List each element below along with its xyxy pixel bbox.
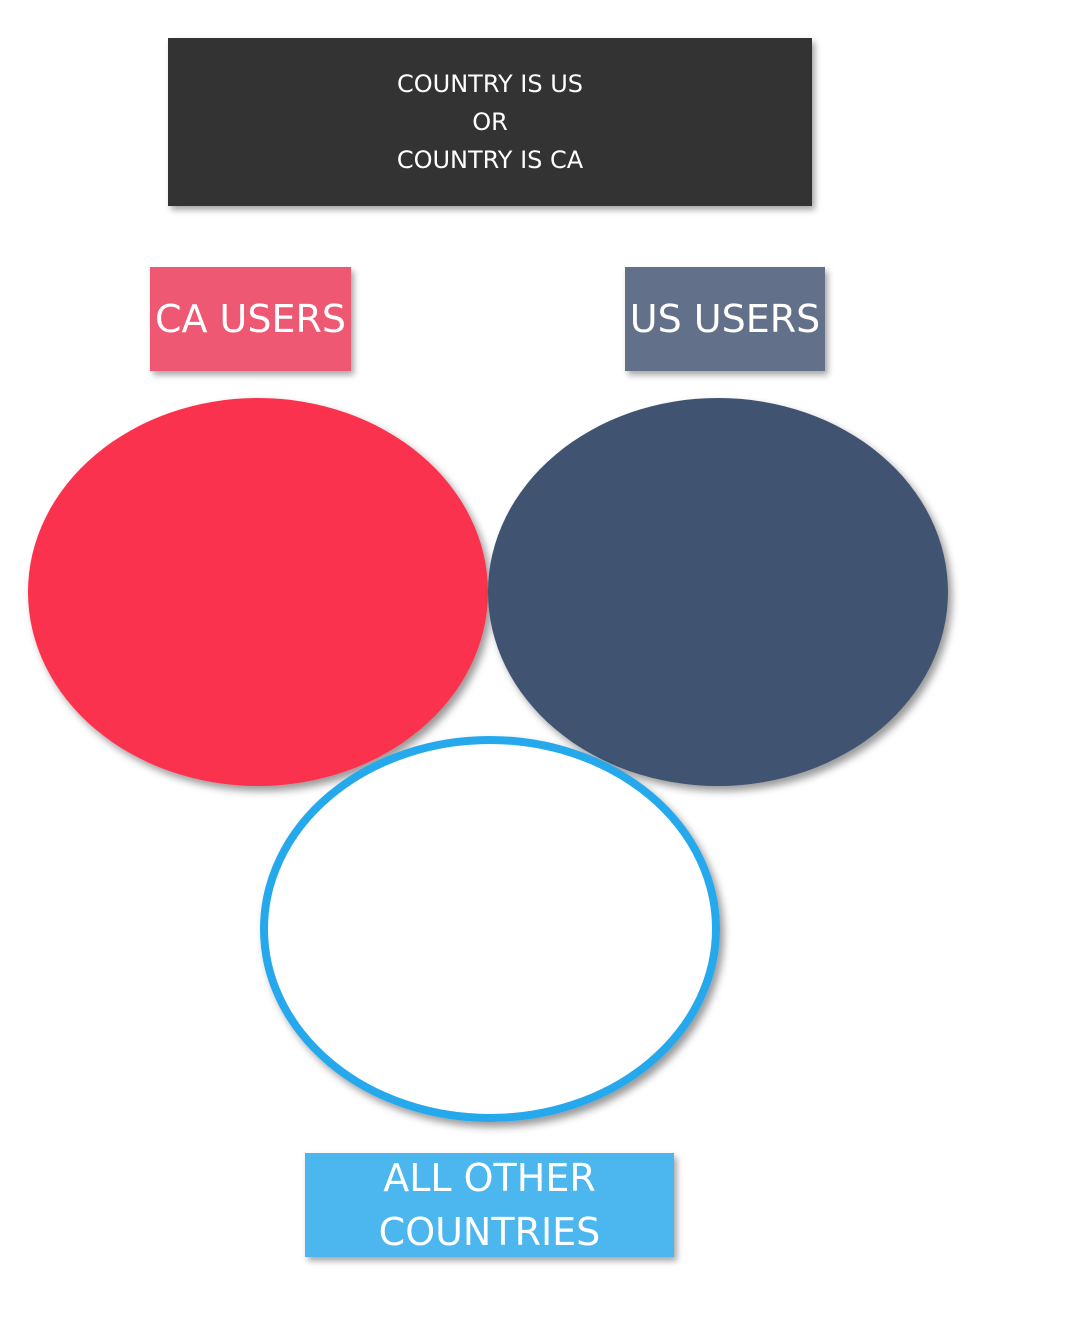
us-users-circle xyxy=(488,398,948,786)
all-other-countries-line-2: COUNTRIES xyxy=(378,1210,601,1254)
condition-line-3: COUNTRY IS CA xyxy=(396,146,584,174)
condition-line-1: COUNTRY IS US xyxy=(397,70,583,98)
all-other-countries-line-1: ALL OTHER xyxy=(383,1156,596,1200)
all-other-countries-circle xyxy=(260,736,720,1122)
ca-users-label: CA USERS xyxy=(150,267,351,371)
us-users-label: US USERS xyxy=(625,267,825,371)
ca-users-circle xyxy=(28,398,488,786)
condition-line-2: OR xyxy=(472,108,508,136)
all-other-countries-label: ALL OTHER COUNTRIES xyxy=(305,1153,674,1257)
us-users-label-text: US USERS xyxy=(629,297,821,341)
condition-box: COUNTRY IS US OR COUNTRY IS CA xyxy=(168,38,812,206)
ca-users-label-text: CA USERS xyxy=(154,297,347,341)
